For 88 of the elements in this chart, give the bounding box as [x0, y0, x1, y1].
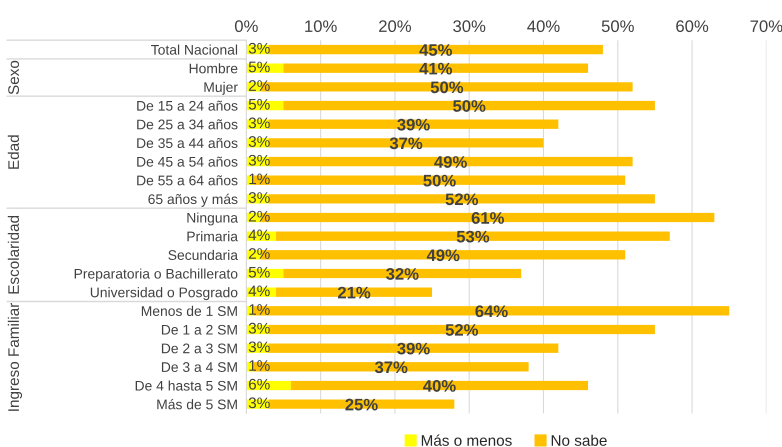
data-label: 50% [430, 81, 464, 94]
x-tick-label: 40% [527, 20, 560, 32]
y-tick-label: Hombre [190, 63, 238, 74]
data-label: 32% [386, 268, 419, 280]
bar [283, 64, 588, 73]
y-tick-label: Universidad o Posgrado [90, 287, 238, 300]
bar [276, 288, 432, 297]
data-label: 49% [426, 249, 460, 262]
legend-label: No sabe [552, 434, 607, 446]
bar [283, 100, 655, 110]
data-label: 61% [472, 212, 504, 224]
y-tick-label: 65 años y más [148, 194, 238, 207]
x-tick-label: 20% [379, 20, 411, 32]
y-tick-label: De 4 hasta 5 SM [136, 380, 237, 391]
data-label: 21% [338, 286, 370, 298]
data-label: 1% [249, 360, 270, 371]
y-tick-label: Menos de 1 SM [142, 306, 237, 316]
data-label: 3% [248, 154, 270, 166]
data-label: 3% [248, 117, 270, 128]
bar [268, 120, 558, 129]
data-label: 5% [248, 62, 270, 72]
x-tick-label: 10% [305, 20, 337, 32]
data-label: 1% [249, 304, 270, 315]
text: Ingreso Familiar [8, 302, 22, 411]
x-tick-label: 0% [234, 20, 258, 32]
data-label: 4% [248, 286, 270, 296]
y-tick-label: Más de 5 SM [157, 398, 237, 410]
y-tick-label: De 1 a 2 SM [162, 324, 237, 335]
bar [268, 138, 544, 148]
y-tick-label: De 15 a 24 años [137, 100, 238, 111]
y-tick-label: Secundaria [168, 250, 238, 260]
data-label: 50% [453, 100, 486, 112]
data-label: 3% [248, 322, 270, 334]
data-label: 39% [397, 342, 430, 355]
x-tick-label: 50% [602, 20, 634, 32]
y-tick-label: De 3 a 4 SM [162, 362, 237, 372]
data-label: 3% [248, 42, 270, 54]
x-tick-label: 70% [750, 20, 782, 32]
bar [276, 232, 670, 241]
bar [268, 156, 633, 166]
data-label: 3% [248, 192, 270, 203]
data-label: 25% [345, 398, 378, 410]
data-label: 5% [248, 266, 270, 278]
y-tick-label: De 55 a 64 años [137, 175, 238, 186]
bar [268, 399, 454, 409]
data-label: 64% [475, 305, 508, 318]
data-label: 3% [248, 397, 270, 408]
y-tick-label: Total Nacional [151, 44, 238, 55]
data-label: 37% [374, 361, 408, 374]
x-tick-label: 30% [453, 20, 486, 32]
y-tick-label: Preparatoria o Bachillerato [74, 268, 238, 282]
bar [268, 44, 603, 54]
y-tick-label: Primaria [187, 231, 238, 242]
y-tick-label: Mujer [204, 82, 238, 95]
data-label: 3% [248, 341, 270, 352]
data-label: 52% [446, 324, 478, 336]
legend-label: Más o menos [422, 434, 512, 446]
data-label: 45% [419, 44, 452, 56]
data-label: 37% [390, 137, 422, 150]
data-label: 2% [248, 80, 270, 91]
y-tick-label: De 45 a 54 años [137, 156, 238, 167]
bar [268, 194, 655, 204]
bar [268, 324, 655, 334]
data-label: 40% [423, 380, 456, 392]
data-label: 2% [248, 210, 270, 222]
data-label: 3% [248, 136, 270, 147]
data-label: 4% [248, 230, 270, 240]
y-tick-label: De 35 a 44 años [137, 138, 238, 148]
bar [283, 268, 522, 278]
bar [268, 343, 558, 353]
data-label: 1% [249, 174, 270, 184]
data-label: 53% [456, 230, 490, 243]
data-label: 52% [446, 193, 478, 206]
data-label: 49% [434, 156, 467, 168]
y-tick-label: De 25 a 34 años [137, 119, 238, 130]
data-label: 2% [248, 248, 270, 259]
bar [290, 380, 588, 390]
x-tick-label: 60% [676, 20, 708, 32]
text: Sexo [8, 60, 20, 94]
data-label: 50% [423, 174, 456, 187]
text: Edad [8, 135, 20, 169]
y-tick-label: Ninguna [187, 212, 238, 226]
y-tick-label: De 2 a 3 SM [162, 343, 237, 354]
data-label: 6% [248, 378, 270, 390]
data-label: 39% [397, 118, 430, 131]
text: Escolaridad [8, 216, 20, 294]
data-label: 41% [419, 62, 452, 75]
data-label: 5% [248, 98, 270, 110]
